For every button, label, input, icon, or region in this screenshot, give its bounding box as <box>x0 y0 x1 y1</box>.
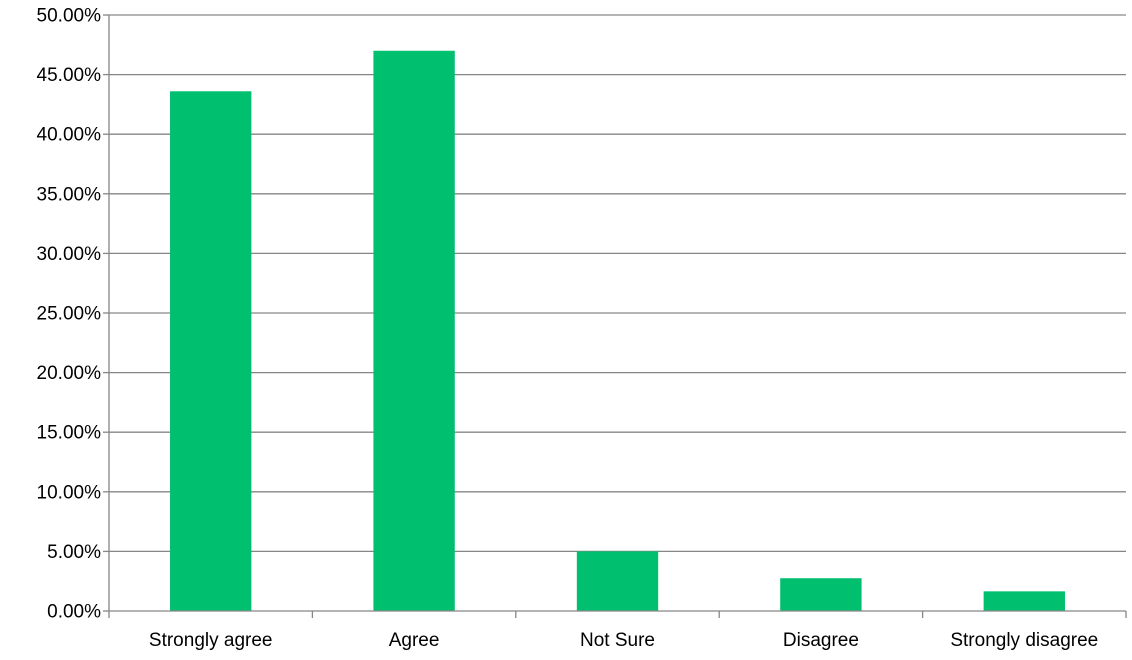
y-tick-label: 20.00% <box>37 363 102 384</box>
gridlines <box>109 14 1126 553</box>
bar <box>373 50 455 611</box>
y-tick-label: 5.00% <box>47 542 101 563</box>
y-tick-label: 45.00% <box>37 65 102 86</box>
x-axis-tick-labels: Strongly agree Agree Not Sure Disagree Stron… <box>149 630 1098 651</box>
bar <box>170 91 252 611</box>
bars <box>170 50 1065 611</box>
y-tick-label: 0.00% <box>47 602 101 623</box>
y-tick-label: 50.00% <box>37 6 102 27</box>
y-tick-label: 40.00% <box>37 125 102 146</box>
y-tick-label: 30.00% <box>37 244 102 265</box>
y-tick-label: 25.00% <box>37 304 102 325</box>
y-tick-label: 15.00% <box>37 423 102 444</box>
bar <box>983 591 1065 611</box>
x-tick-label: Not Sure <box>580 630 655 651</box>
y-tick-label: 35.00% <box>37 184 102 205</box>
axes <box>103 14 1127 618</box>
bar <box>780 578 862 611</box>
x-tick-label: Strongly agree <box>149 630 273 651</box>
y-axis-tick-labels: 0.00% 5.00% 10.00% 15.00% 20.00% 25.00% 30.00%… <box>37 6 102 623</box>
x-tick-label: Agree <box>389 630 440 651</box>
bar <box>576 551 659 611</box>
x-tick-label: Disagree <box>783 630 859 651</box>
y-tick-label: 10.00% <box>37 482 102 503</box>
x-tick-label: Strongly disagree <box>950 630 1098 651</box>
